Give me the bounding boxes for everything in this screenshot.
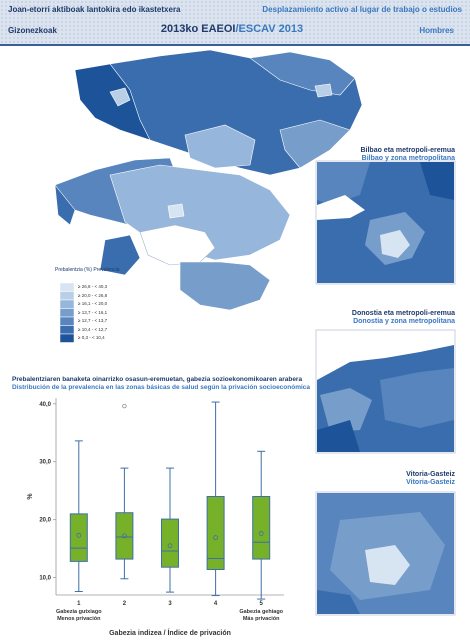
map-region-east (279, 119, 351, 169)
survey-title-es: ESCAV 2013 (238, 23, 304, 35)
header-sex-es: Hombres (419, 26, 454, 35)
x-tick-label: 2 (123, 601, 127, 607)
legend-label-4: ≥ 13,7 - < 16,1 (78, 309, 108, 315)
x-tick-label: 4 (214, 601, 218, 607)
y-tick-label: 20,0 (39, 518, 51, 524)
survey-title-separator: / (235, 23, 239, 35)
map-region-southwest-lobe (99, 234, 141, 276)
legend-label-5: ≥ 12,7 - < 13,7 (78, 318, 108, 323)
box-4 (206, 496, 225, 571)
inset-vitoria (315, 491, 456, 616)
legend-label-7: ≥ 0,3 - < 10,4 (78, 335, 105, 340)
map-region-treviño (139, 224, 216, 266)
mean-marker (213, 535, 219, 541)
inset-bilbao (315, 160, 456, 285)
inset-donostia-title-eu: Donostia eta metropoli-eremua (351, 310, 455, 317)
legend-title: Prebalentzia (%) Prevalencia (55, 267, 120, 273)
outlier-point (122, 403, 127, 409)
legend-swatch-7 (59, 333, 75, 343)
legend-label-2: ≥ 20,0 - < 26,8 (78, 292, 108, 298)
x-note-high: Gabezia gehiago (239, 609, 283, 615)
legend-swatches (59, 282, 75, 343)
map-region-center (184, 124, 256, 169)
x-tick-label: 1 (77, 601, 81, 607)
inset-vitoria-title-eu: Vitoria-Gasteiz (406, 471, 455, 478)
mean-marker (122, 533, 127, 539)
box-2 (115, 512, 134, 560)
y-tick-label: 30,0 (39, 460, 51, 466)
legend-swatch-5 (59, 316, 75, 326)
boxplot: 10,0 20,0 30,0 40,0% 1 2 3 4 5 Gabezia gutxiagoMe… (27, 398, 284, 637)
x-note-low: Menos privación (57, 616, 101, 622)
legend-swatch-2 (59, 291, 75, 301)
x-note-high: Más privación (243, 616, 280, 622)
map-region-southeast (179, 261, 271, 311)
header-band (0, 0, 470, 44)
inset-vitoria-title-es: Vitoria-Gasteiz (406, 479, 455, 486)
x-tick-label: 5 (260, 601, 264, 607)
x-tick-label: 3 (168, 601, 172, 607)
inset-bilbao-title-es: Bilbao y zona metropolitana (361, 155, 455, 162)
box-5 (252, 496, 271, 560)
legend-swatch-1 (59, 282, 75, 292)
map-region-southwest-edge (54, 184, 76, 226)
x-axis-label: Gabezia indizea / Índice de privación (109, 628, 231, 637)
inset-donostia (315, 329, 456, 454)
survey-title: 2013ko EAEOI/ESCAV 2013 (161, 23, 303, 35)
map-region-bilbao-hotspot (109, 87, 131, 107)
legend-swatch-6 (59, 325, 75, 335)
survey-title-eu: 2013ko EAEOI (160, 23, 236, 35)
map-region-west (74, 63, 151, 141)
legend-label-6: ≥ 10,4 - < 12,7 (78, 326, 108, 332)
mean-marker (167, 543, 173, 549)
map-region-donostia-hotspot (314, 83, 333, 98)
legend-swatch-3 (59, 299, 75, 309)
inset-bilbao-title-eu: Bilbao eta metropoli-eremua (360, 147, 455, 154)
x-note-low: Gabezia gutxiago (56, 609, 102, 615)
header-title-es: Desplazamiento activo al lugar de trabaj… (262, 5, 462, 14)
main-map (54, 49, 363, 311)
header-title-eu: Joan-etorri aktiboak lantokira edo ikast… (8, 5, 181, 14)
legend-swatch-4 (59, 308, 75, 318)
mean-marker (258, 531, 264, 536)
y-axis-label: % (27, 493, 34, 500)
chart-title-eu: Prebalentziaren banaketa oinarrizko osas… (12, 376, 303, 383)
map-region-vitoria-hotspot (167, 203, 185, 219)
inset-donostia-title-es: Donostia y zona metropolitana (353, 318, 455, 325)
y-tick-label: 40,0 (39, 402, 51, 408)
chart-title-es: Distribución de la prevalencia en las zo… (12, 384, 311, 391)
legend-label-3: ≥ 16,1 - < 20,0 (78, 301, 108, 306)
box-3 (161, 518, 179, 568)
header-sex-eu: Gizonezkoak (8, 26, 57, 35)
legend-label-1: ≥ 26,8 - < 40,3 (78, 284, 108, 289)
header-rule (0, 44, 470, 46)
y-tick-label: 10,0 (39, 576, 51, 582)
mean-marker (76, 532, 82, 538)
